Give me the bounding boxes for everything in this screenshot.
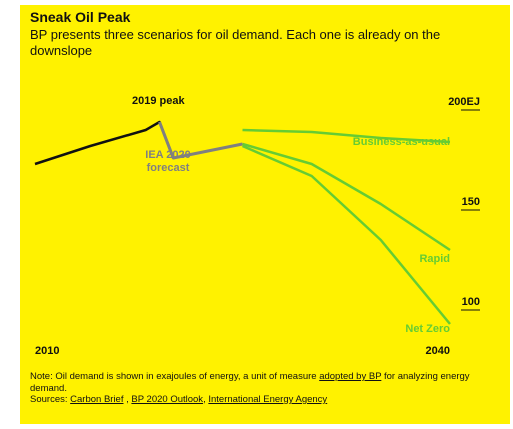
- y-tick-label: 150: [462, 196, 480, 208]
- annotation-iea-forecast-line1: IEA 2020: [145, 149, 190, 161]
- chart-card: Sneak Oil Peak BP presents three scenari…: [20, 5, 510, 424]
- series-line-rapid: [242, 142, 451, 252]
- annotation-iea-forecast-line2: forecast: [147, 162, 190, 174]
- series-line-iea-2020-forecast: [158, 121, 243, 160]
- series-lines: [34, 120, 451, 325]
- y-tick-label: 200EJ: [448, 96, 480, 108]
- sources-label: Sources:: [30, 394, 71, 405]
- note-text-after: for analyzing energy demand.: [30, 371, 470, 394]
- series-label-net-zero: Net Zero: [405, 323, 450, 335]
- annotation-2019-peak: 2019 peak: [132, 95, 185, 107]
- line-chart: 200EJ 150 100 2010 2040 2019 peak IEA 2020for…: [34, 95, 480, 357]
- y-tick-label: 100: [462, 296, 480, 308]
- series-line-business-as-usual: [242, 128, 451, 144]
- chart-subtitle: BP presents three scenarios for oil dema…: [30, 27, 441, 58]
- axes: 200EJ 150 100 2010 2040: [35, 96, 480, 357]
- note-text-before: Note: Oil demand is shown in exajoules o…: [30, 371, 320, 382]
- series-line-net-zero: [242, 144, 451, 325]
- series-label-business-as-usual: Business-as-usual: [353, 136, 450, 148]
- source-link-bp-outlook[interactable]: BP 2020 Outlook: [131, 394, 204, 405]
- x-tick-label: 2040: [426, 345, 450, 357]
- note-link-adopted-by-bp[interactable]: adopted by BP: [319, 371, 382, 382]
- chart-title: Sneak Oil Peak: [30, 9, 131, 25]
- chart-note: Note: Oil demand is shown in exajoules o…: [30, 371, 470, 405]
- source-link-iea[interactable]: International Energy Agency: [208, 394, 328, 405]
- source-link-carbon-brief[interactable]: Carbon Brief: [70, 394, 124, 405]
- series-label-rapid: Rapid: [419, 253, 450, 265]
- x-tick-label: 2010: [35, 345, 59, 357]
